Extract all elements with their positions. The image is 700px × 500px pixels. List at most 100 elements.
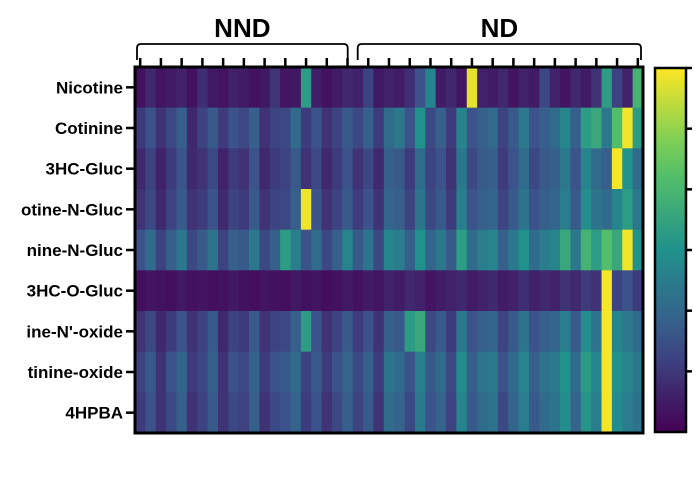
heatmap-cell [446, 107, 457, 149]
heatmap-cell [394, 311, 405, 353]
heatmap-cell [311, 270, 323, 312]
heatmap-cell [207, 148, 219, 190]
heatmap-cell [321, 392, 333, 434]
heatmap-cell [404, 229, 416, 271]
heatmap-cell [249, 67, 260, 109]
heatmap-cell [217, 107, 229, 149]
heatmap-cell [477, 67, 488, 109]
heatmap-cell [518, 270, 530, 312]
heatmap-cell [249, 189, 260, 231]
heatmap-cell [446, 189, 457, 231]
heatmap-cell [280, 148, 291, 190]
heatmap-cell [446, 67, 457, 109]
heatmap-cell [425, 270, 437, 312]
heatmap-cell [280, 270, 291, 312]
heatmap-cell [352, 107, 364, 149]
heatmap-cell [383, 392, 395, 434]
row-label: Nicotine [56, 78, 123, 97]
heatmap-cell [176, 351, 188, 393]
heatmap-cell [186, 311, 198, 353]
heatmap-cell [352, 189, 364, 231]
heatmap-cell [591, 229, 602, 271]
heatmap-cell [176, 392, 188, 434]
heatmap-cell [280, 67, 291, 109]
heatmap-cell [300, 189, 312, 231]
heatmap-cell [228, 67, 240, 109]
heatmap-cell [269, 107, 281, 149]
heatmap-cell [290, 148, 302, 190]
heatmap-cell [383, 67, 395, 109]
heatmap-cell [560, 392, 571, 434]
heatmap-cell [560, 229, 571, 271]
heatmap-cell [404, 67, 416, 109]
heatmap-cell [446, 229, 457, 271]
heatmap-cell [145, 351, 157, 393]
heatmap-cell [290, 351, 302, 393]
heatmap-cell [145, 148, 157, 190]
heatmap-cell [166, 148, 177, 190]
heatmap-cell [404, 351, 416, 393]
heatmap-cell [622, 107, 634, 149]
heatmap-cell [622, 270, 634, 312]
heatmap-cell [166, 67, 177, 109]
heatmap-cell [238, 148, 250, 190]
heatmap-cell [622, 392, 634, 434]
heatmap-cell [487, 311, 499, 353]
column-ticks [138, 58, 640, 67]
heatmap-cell [145, 67, 157, 109]
heatmap-cell [280, 107, 291, 149]
heatmap-cell [186, 229, 198, 271]
heatmap-cell [508, 311, 519, 353]
heatmap-cell [331, 189, 343, 231]
heatmap-cell [176, 311, 188, 353]
heatmap-cell [228, 270, 240, 312]
heatmap-cell [197, 392, 208, 434]
heatmap-cell [456, 351, 468, 393]
heatmap-cell [228, 148, 240, 190]
heatmap-cell [311, 229, 323, 271]
heatmap-cell [414, 351, 426, 393]
heatmap-cell [518, 351, 530, 393]
heatmap-cell [497, 270, 509, 312]
heatmap-cell [352, 392, 364, 434]
heatmap-cell [560, 311, 571, 353]
group-bracket [356, 43, 642, 60]
heatmap-cell [425, 392, 437, 434]
heatmap-cell [207, 67, 219, 109]
group-label: NND [214, 13, 270, 43]
heatmap-cell [477, 311, 488, 353]
heatmap-cell [466, 229, 478, 271]
heatmap-cell [155, 270, 167, 312]
heatmap-cell [290, 67, 302, 109]
heatmap-cell [383, 229, 395, 271]
heatmap-cell [539, 67, 551, 109]
heatmap-cell [435, 351, 447, 393]
heatmap-cell [611, 107, 623, 149]
heatmap-cell [135, 392, 146, 434]
heatmap-cell [528, 270, 540, 312]
heatmap-cell [466, 270, 478, 312]
heatmap-cell [155, 311, 167, 353]
heatmap-cell [373, 189, 385, 231]
heatmap-cell [518, 311, 530, 353]
heatmap-cell [176, 67, 188, 109]
heatmap-cell [425, 229, 437, 271]
heatmap-cell [331, 107, 343, 149]
heatmap-cell [456, 311, 468, 353]
heatmap-cell [518, 148, 530, 190]
group-label: ND [481, 13, 519, 43]
heatmap-cell [404, 311, 416, 353]
heatmap-cell [300, 148, 312, 190]
heatmap-cell [373, 311, 385, 353]
heatmap-cell [466, 107, 478, 149]
row-label: tinine-oxide [28, 363, 123, 382]
heatmap-cell [228, 311, 240, 353]
heatmap-cell [238, 107, 250, 149]
heatmap-cell [280, 229, 291, 271]
heatmap-cell [197, 311, 208, 353]
heatmap-cell [435, 311, 447, 353]
heatmap-cell [197, 270, 208, 312]
heatmap-cell [591, 107, 602, 149]
heatmap-cell [352, 67, 364, 109]
heatmap-cell [342, 67, 354, 109]
